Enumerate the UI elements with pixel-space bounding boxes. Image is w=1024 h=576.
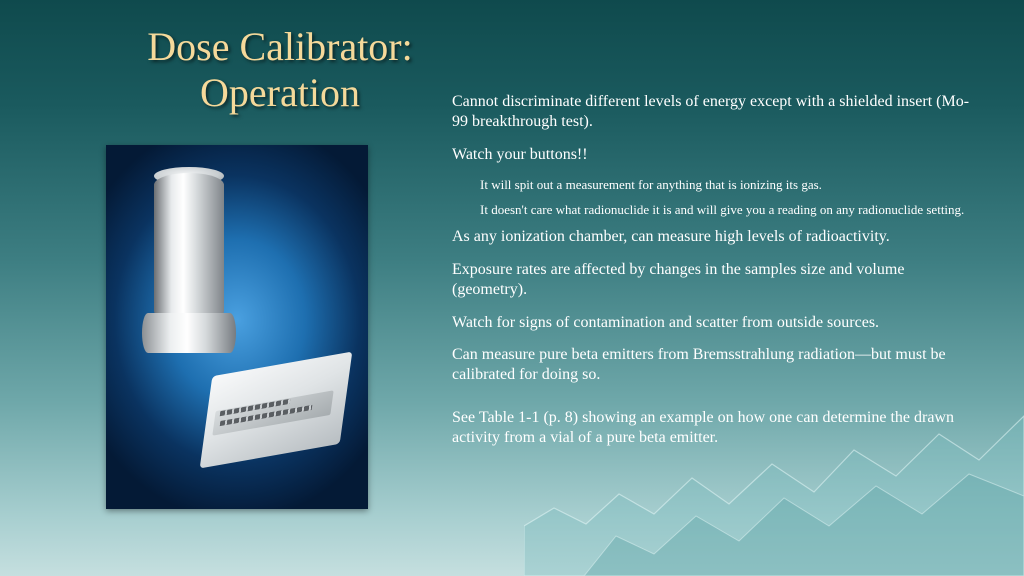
para-4: Exposure rates are affected by changes i…: [452, 260, 972, 301]
device-photo: [106, 145, 368, 509]
content-block: Cannot discriminate different levels of …: [452, 92, 972, 461]
para-6: Can measure pure beta emitters from Brem…: [452, 345, 972, 386]
para-3: As any ionization chamber, can measure h…: [452, 227, 972, 247]
cylinder-base: [142, 313, 236, 353]
cylinder-body: [154, 173, 224, 323]
slide-title: Dose Calibrator: Operation: [100, 24, 460, 116]
title-line-1: Dose Calibrator:: [147, 24, 413, 69]
sub-2: It doesn't care what radionuclide it is …: [480, 202, 972, 218]
para-2: Watch your buttons!!: [452, 145, 972, 165]
para-7: See Table 1-1 (p. 8) showing an example …: [452, 408, 972, 449]
para-1: Cannot discriminate different levels of …: [452, 92, 972, 133]
sub-1: It will spit out a measurement for anyth…: [480, 177, 972, 193]
title-line-2: Operation: [200, 70, 360, 115]
para-5: Watch for signs of contamination and sca…: [452, 313, 972, 333]
